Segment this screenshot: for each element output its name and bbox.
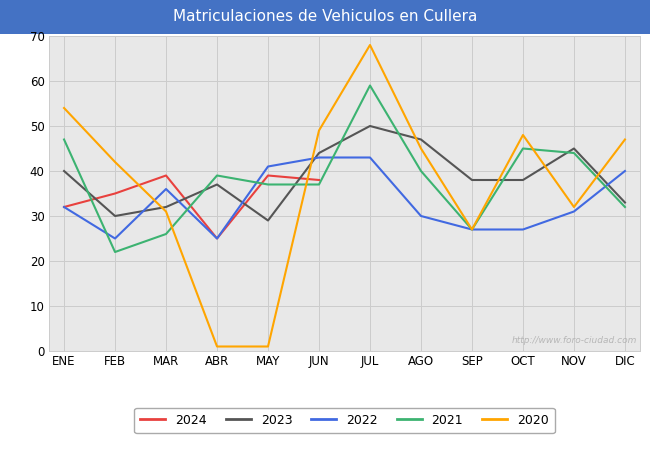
Legend: 2024, 2023, 2022, 2021, 2020: 2024, 2023, 2022, 2021, 2020 <box>134 408 555 433</box>
Text: Matriculaciones de Vehiculos en Cullera: Matriculaciones de Vehiculos en Cullera <box>173 9 477 24</box>
Text: http://www.foro-ciudad.com: http://www.foro-ciudad.com <box>512 336 637 345</box>
